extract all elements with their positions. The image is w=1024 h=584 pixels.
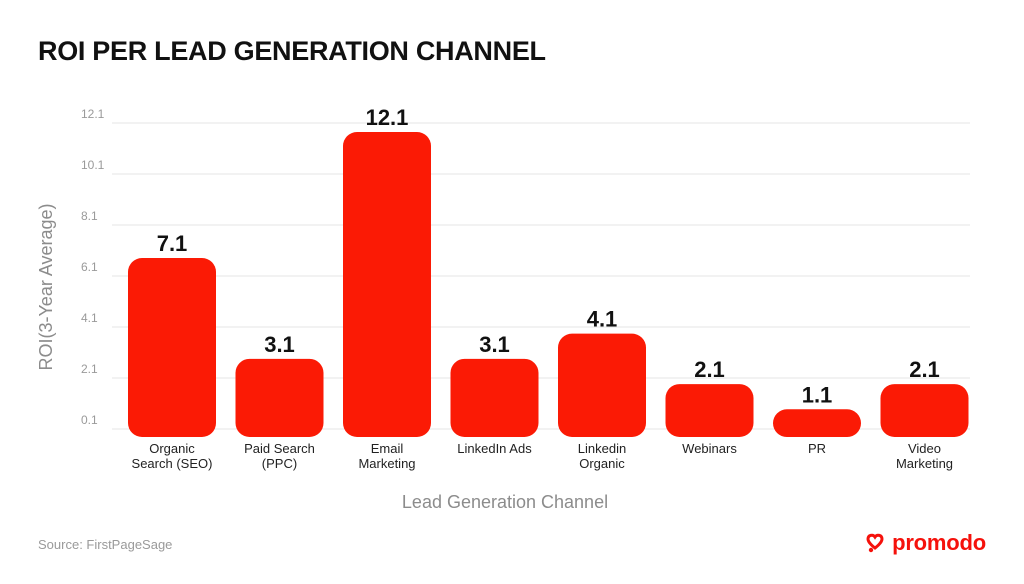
- x-category-label: Linkedin Organic: [578, 441, 626, 471]
- bar: [128, 258, 216, 437]
- brand-name: promodo: [892, 530, 986, 555]
- bar-value-label: 3.1: [264, 332, 295, 357]
- bar: [235, 358, 324, 437]
- y-tick-label: 10.1: [81, 158, 105, 172]
- bar: [880, 384, 969, 437]
- y-tick-label: 0.1: [81, 413, 98, 427]
- x-axis-categories: Organic Search (SEO) Paid Search (PPC) Email…: [132, 441, 954, 471]
- promodo-logo-icon: [866, 533, 884, 553]
- bar-value-label: 2.1: [909, 357, 940, 382]
- source-note: Source: FirstPageSage: [38, 537, 173, 552]
- x-category-label: Webinars: [682, 441, 737, 456]
- x-category-label: LinkedIn Ads: [457, 441, 532, 456]
- bar: [343, 132, 431, 437]
- y-tick-label: 4.1: [81, 311, 98, 325]
- bar: [773, 409, 861, 437]
- x-category-label: PR: [808, 441, 826, 456]
- bar: [558, 333, 646, 437]
- y-tick-label: 6.1: [81, 260, 98, 274]
- y-axis-title: ROI(3-Year Average): [36, 203, 56, 370]
- x-category-label: Organic Search (SEO): [132, 441, 213, 471]
- y-axis-ticks: 0.1 2.1 4.1 6.1 8.1 10.1 12.1: [81, 107, 105, 427]
- bar-value-label: 2.1: [694, 357, 725, 382]
- bars: [128, 132, 969, 437]
- x-category-label: Video Marketing: [896, 441, 953, 471]
- bar-value-label: 12.1: [366, 105, 409, 130]
- bar: [665, 384, 754, 437]
- x-category-label: Email Marketing: [358, 441, 415, 471]
- bar-value-label: 7.1: [157, 231, 188, 256]
- brand-logo: promodo: [864, 530, 986, 556]
- x-axis-title: Lead Generation Channel: [402, 492, 608, 512]
- page-title: ROI PER LEAD GENERATION CHANNEL: [38, 36, 546, 66]
- bar-value-label: 4.1: [587, 307, 618, 332]
- y-tick-label: 8.1: [81, 209, 98, 223]
- value-labels: 7.1 3.1 12.1 3.1 4.1 2.1 1.1 2.1: [157, 105, 940, 407]
- bar: [450, 358, 539, 437]
- bar-value-label: 3.1: [479, 332, 510, 357]
- x-category-label: Paid Search (PPC): [244, 441, 315, 471]
- bar-value-label: 1.1: [802, 382, 833, 407]
- y-tick-label: 12.1: [81, 107, 105, 121]
- y-tick-label: 2.1: [81, 362, 98, 376]
